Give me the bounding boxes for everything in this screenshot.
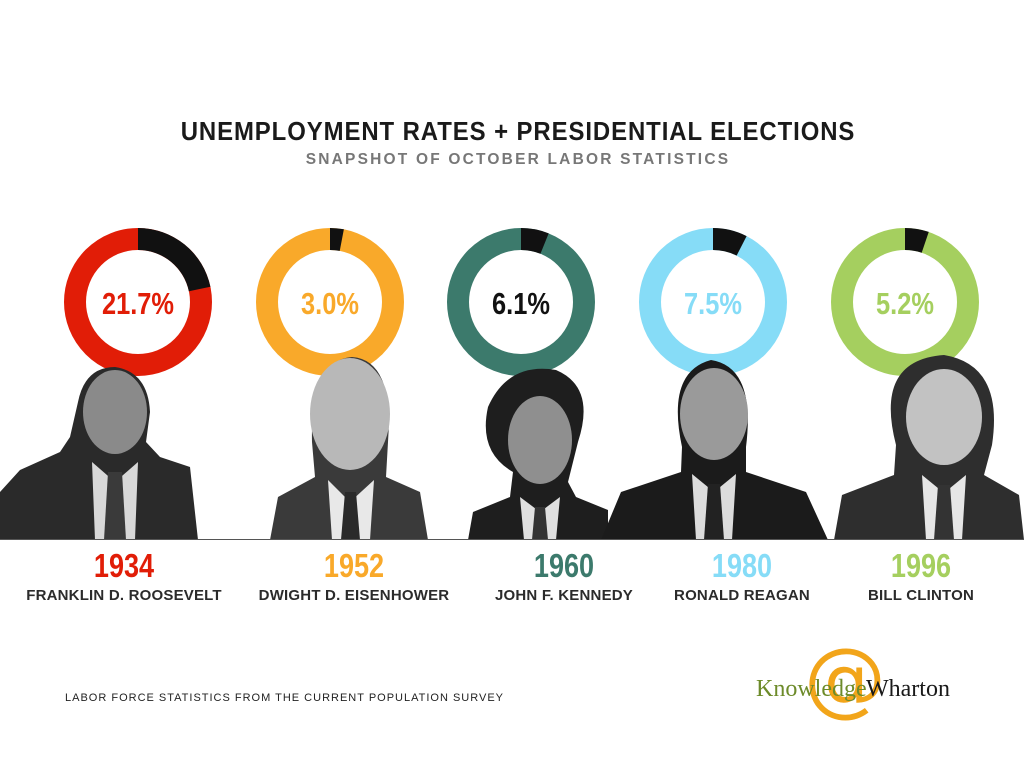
donut-1934: 21.7% <box>64 228 212 376</box>
donut-value-label: 7.5% <box>684 287 742 322</box>
donut-1960: 6.1% <box>447 228 595 376</box>
baseline-divider <box>0 539 1024 540</box>
portrait-eisenhower <box>270 352 430 540</box>
year-label: 1996 <box>890 547 952 584</box>
donut-value-label: 5.2% <box>876 287 934 322</box>
year-label: 1980 <box>711 547 773 584</box>
president-name: JOHN F. KENNEDY <box>494 587 634 604</box>
year-label: 1952 <box>323 547 385 584</box>
logo-at-symbol: @ <box>804 631 886 726</box>
logo-text-knowledge: Knowledge <box>756 676 867 702</box>
president-name: BILL CLINTON <box>867 587 974 604</box>
portrait-reagan <box>596 352 831 540</box>
donut-slice <box>905 228 929 253</box>
chart-title: UNEMPLOYMENT RATES + PRESIDENTIAL ELECTI… <box>180 116 856 146</box>
year-label: 1960 <box>533 547 595 584</box>
donut-value-label: 3.0% <box>301 287 359 322</box>
logo-text-wharton: Wharton <box>866 676 950 702</box>
donut-slice <box>521 228 549 254</box>
donut-charts: 21.7% 3.0% 6.1% 7.5% 5.2% <box>64 228 979 376</box>
portrait-clinton <box>834 345 1024 540</box>
donut-slice <box>713 228 747 256</box>
president-name: RONALD REAGAN <box>674 587 810 604</box>
donut-slice <box>330 228 344 251</box>
year-label: 1934 <box>93 547 155 584</box>
donut-value-label: 6.1% <box>492 287 550 322</box>
president-name: FRANKLIN D. ROOSEVELT <box>26 587 222 604</box>
portrait-kennedy <box>468 362 608 540</box>
donut-value-label: 21.7% <box>102 287 174 322</box>
donut-1996: 5.2% <box>831 228 979 376</box>
knowledge-wharton-logo: @ Knowledge Wharton <box>752 638 982 726</box>
donut-slice <box>138 228 211 292</box>
portrait-roosevelt <box>0 362 200 540</box>
source-note: LABOR FORCE STATISTICS FROM THE CURRENT … <box>65 692 504 704</box>
donut-1980: 7.5% <box>639 228 787 376</box>
president-name: DWIGHT D. EISENHOWER <box>258 587 450 604</box>
donut-1952: 3.0% <box>256 228 404 376</box>
chart-subtitle: SNAPSHOT OF OCTOBER LABOR STATISTICS <box>305 151 731 168</box>
